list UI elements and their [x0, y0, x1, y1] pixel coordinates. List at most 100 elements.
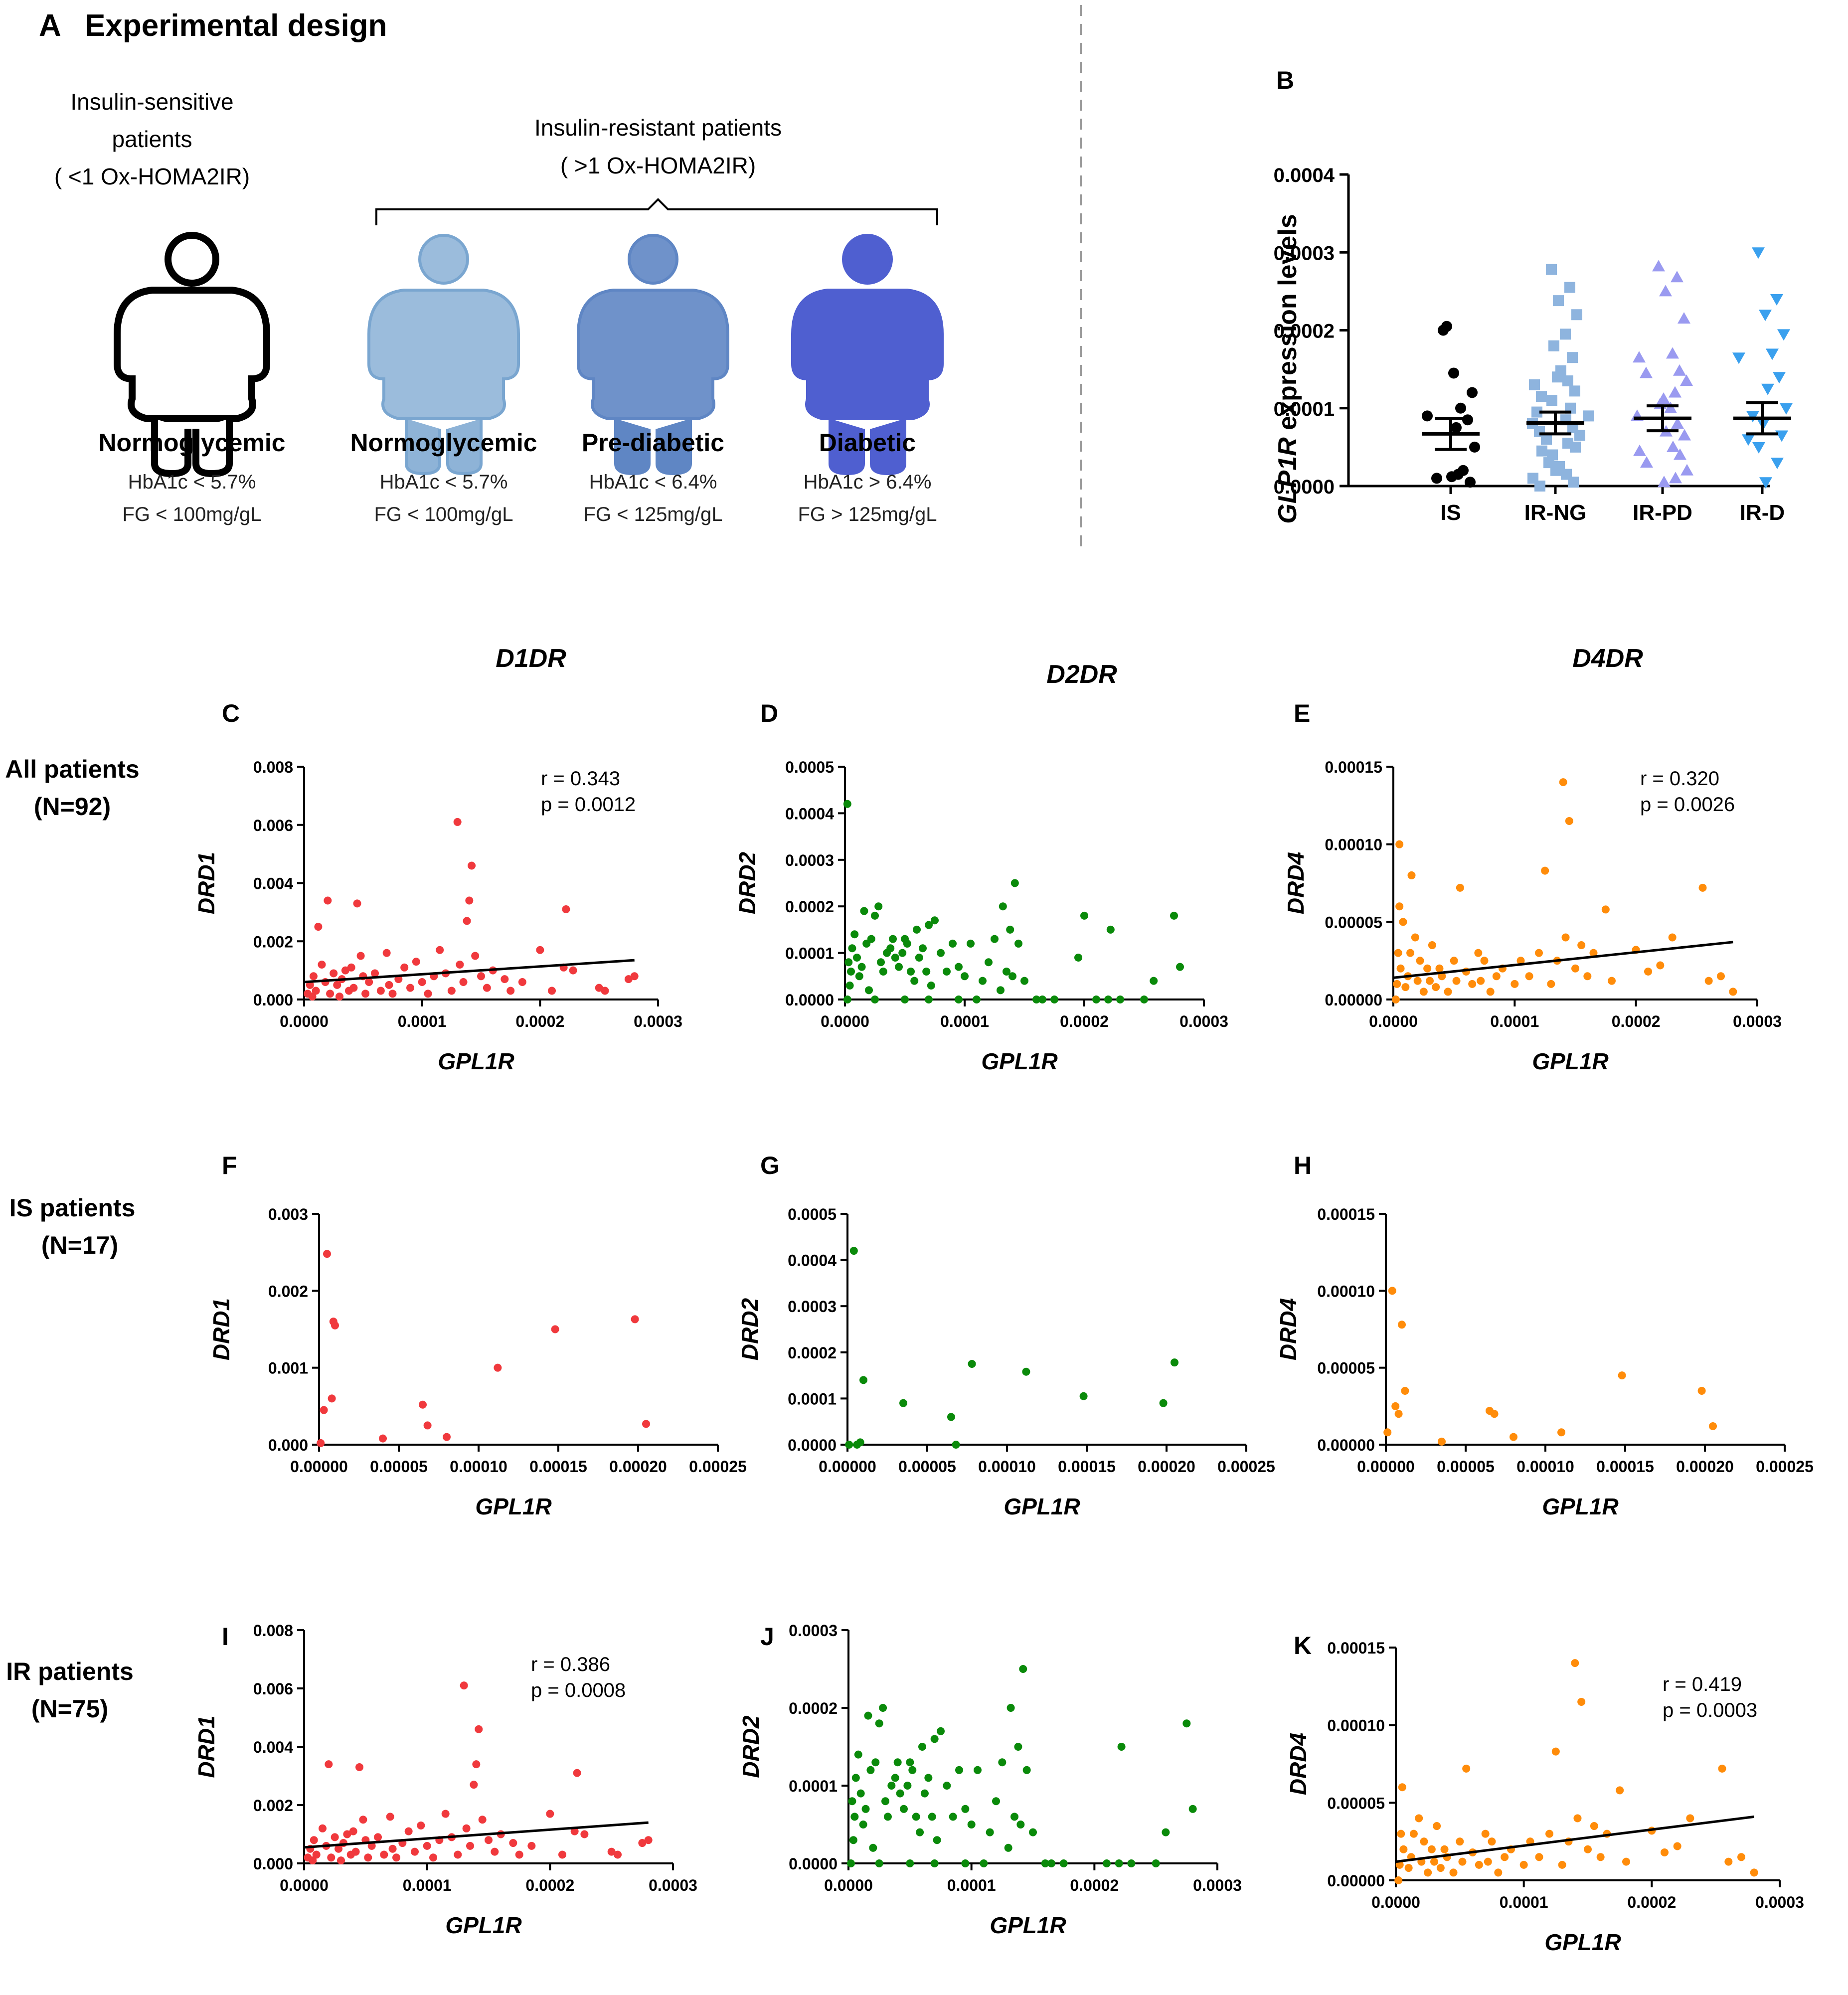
- data-point: [1583, 972, 1592, 981]
- y-tick-label: 0.0003: [785, 851, 834, 869]
- data-point: [1737, 1853, 1745, 1861]
- data-point: [1394, 949, 1402, 957]
- data-point: [949, 939, 957, 948]
- x-tick-label: 0.0000: [824, 1876, 873, 1894]
- data-point: [1014, 939, 1022, 948]
- data-point: [546, 1810, 554, 1818]
- data-point: [1029, 1828, 1037, 1836]
- x-tick-label: 0.0003: [1193, 1876, 1242, 1894]
- patient-criterion-hba1c: HbA1c < 5.7%: [128, 471, 256, 493]
- data-point: [644, 1836, 653, 1844]
- patient-name: Pre-diabetic: [582, 429, 724, 457]
- data-point: [1038, 996, 1046, 1003]
- data-point: [1560, 329, 1571, 340]
- x-axis-label: GPL1R: [438, 1048, 514, 1074]
- data-point: [930, 1859, 939, 1867]
- person-legs-icon: [151, 419, 233, 478]
- data-point: [478, 1816, 487, 1824]
- data-point: [859, 1821, 867, 1829]
- data-point: [1770, 294, 1783, 306]
- data-point: [1656, 961, 1665, 970]
- data-point: [1729, 988, 1737, 996]
- panel-e: E 0.00000 0.00005 0.00010 0.00015 0.0000 0.000…: [1283, 699, 1782, 1074]
- data-point: [573, 1769, 581, 1777]
- data-point: [903, 1782, 912, 1790]
- data-point: [848, 1797, 856, 1806]
- data-point: [875, 1719, 883, 1728]
- data-point: [386, 1813, 394, 1821]
- data-point: [992, 1797, 1000, 1806]
- data-point: [856, 1789, 865, 1798]
- data-point: [1152, 1859, 1160, 1867]
- data-point: [961, 1859, 970, 1867]
- data-point: [1399, 1845, 1408, 1853]
- data-point: [330, 969, 338, 978]
- x-tick-label: 0.00020: [1676, 1458, 1734, 1476]
- data-point: [527, 1841, 536, 1850]
- data-point: [388, 990, 397, 998]
- data-point: [1633, 351, 1646, 363]
- data-point: [1006, 925, 1014, 934]
- data-point: [856, 1438, 864, 1447]
- y-tick-label: 0.0004: [785, 805, 834, 823]
- data-point: [325, 1760, 333, 1769]
- panel-a-letter: A: [39, 8, 61, 43]
- data-point: [906, 1758, 914, 1767]
- annotation-r: r = 0.343: [541, 768, 620, 790]
- data-point: [323, 1250, 331, 1258]
- data-point: [920, 1789, 929, 1798]
- data-point: [1686, 1814, 1694, 1823]
- y-tick-label: 0.000: [268, 1436, 308, 1454]
- data-point: [595, 984, 603, 992]
- data-point: [1398, 1783, 1406, 1792]
- x-tick-label: 0.0000: [1371, 1893, 1420, 1911]
- data-point: [1559, 778, 1567, 787]
- data-point: [915, 953, 923, 962]
- data-point: [1669, 386, 1681, 398]
- data-point: [864, 1711, 872, 1720]
- data-point: [1452, 977, 1461, 985]
- data-point: [848, 944, 856, 953]
- x-tick-label: 0.0003: [1755, 1893, 1804, 1911]
- data-point: [949, 1813, 957, 1821]
- data-point: [331, 1321, 339, 1330]
- data-point: [319, 1824, 327, 1832]
- data-point: [1383, 1428, 1392, 1437]
- data-point: [891, 953, 899, 962]
- data-point: [1409, 1829, 1418, 1838]
- panel-b-ylabel: GLP1R expression levels: [1273, 214, 1302, 523]
- person-body-icon: [114, 287, 270, 422]
- data-point: [509, 1839, 517, 1847]
- panel-c: C 0.000 0.002 0.004 0.006 0.008 0.0000 0.0001 0.…: [193, 699, 682, 1074]
- data-point: [1583, 410, 1594, 422]
- data-point: [1541, 434, 1552, 445]
- data-point: [899, 1399, 907, 1407]
- regression-line: [304, 959, 635, 984]
- x-tick-label: 0.00005: [370, 1458, 428, 1476]
- panel-b-plot: 0.0000 0.0001 0.0002 0.0003 0.0004 IS IR-NG IR-…: [1274, 165, 1793, 525]
- panel-k: K 0.00000 0.00005 0.00010 0.00015 0.0000 0.000…: [1285, 1632, 1804, 1955]
- row-title-all-line2: (N=92): [34, 793, 111, 821]
- scatter-panels: C 0.000 0.002 0.004 0.006 0.008 0.0000 0.0001 0.…: [193, 699, 1814, 1955]
- data-point: [365, 978, 373, 986]
- data-point: [927, 981, 935, 990]
- data-point: [1413, 977, 1422, 985]
- data-point: [1616, 1786, 1624, 1795]
- data-point: [1775, 430, 1788, 442]
- data-point: [364, 1853, 372, 1862]
- y-tick-label: 0.0001: [785, 945, 834, 963]
- patient-criterion-fg: FG < 100mg/gL: [122, 503, 261, 525]
- data-point: [901, 996, 909, 1003]
- y-tick-label: 0.00000: [1317, 1436, 1375, 1454]
- x-tick-label: IR-NG: [1524, 500, 1587, 525]
- data-point: [871, 1758, 880, 1767]
- ir-group-line2: ( >1 Ox-HOMA2IR): [560, 153, 756, 178]
- data-point: [355, 1763, 363, 1771]
- x-tick-label: 0.00010: [1516, 1458, 1574, 1476]
- data-point: [980, 1859, 988, 1867]
- y-tick-label: 0.00010: [1325, 836, 1382, 854]
- data-point: [1571, 309, 1582, 321]
- data-point: [1558, 1860, 1566, 1869]
- data-point: [607, 1847, 616, 1856]
- data-point: [1668, 933, 1677, 942]
